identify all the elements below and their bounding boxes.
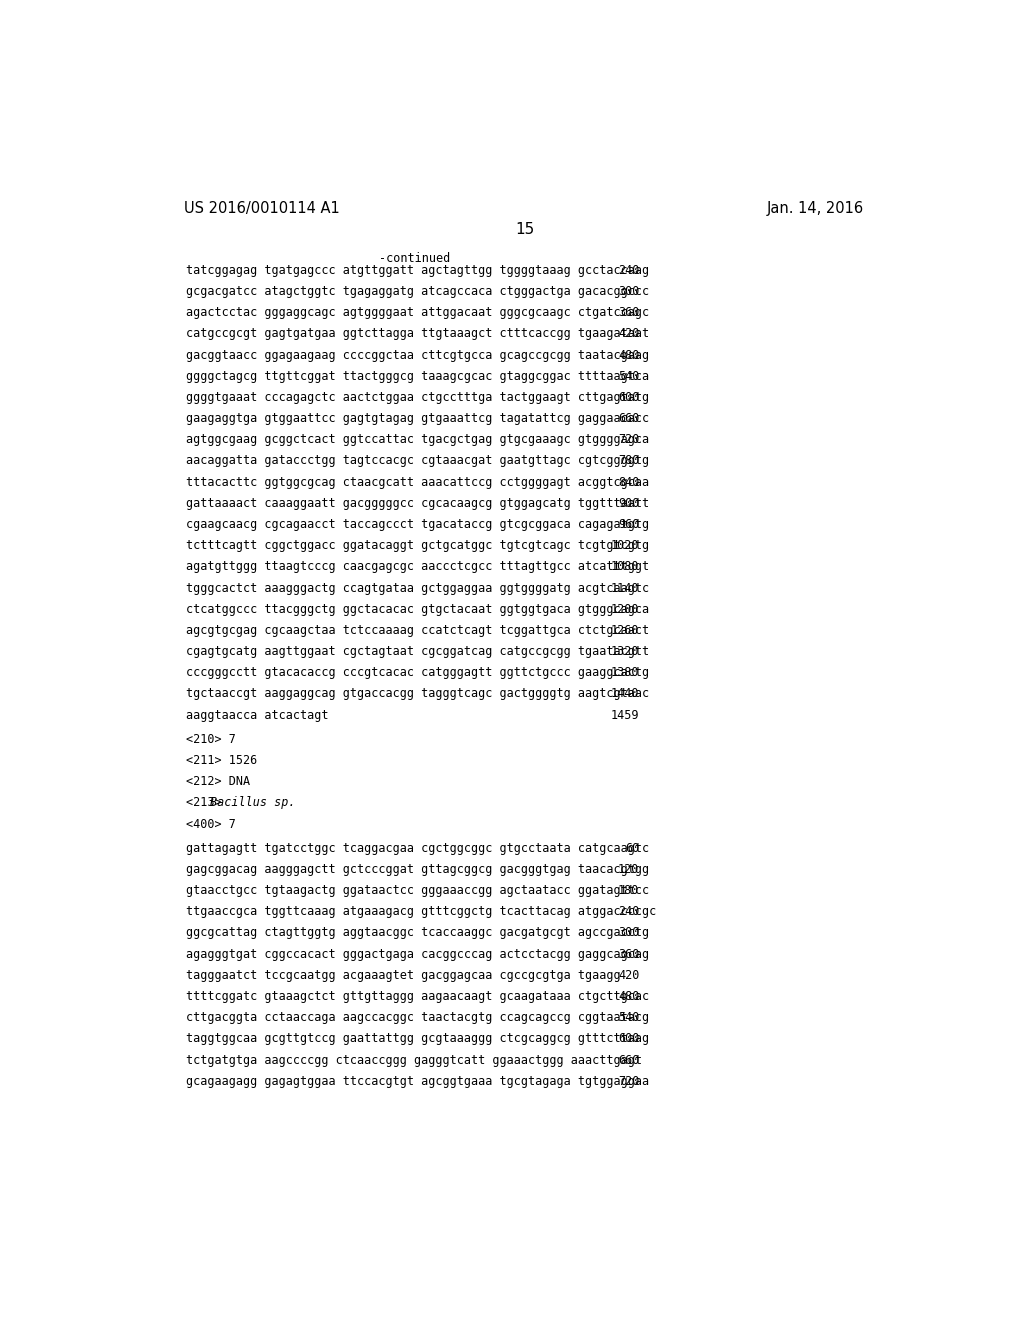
Text: 420: 420 — [618, 969, 640, 982]
Text: 540: 540 — [618, 370, 640, 383]
Text: agactcctac gggaggcagc agtggggaat attggacaat gggcgcaagc ctgatccagc: agactcctac gggaggcagc agtggggaat attggac… — [186, 306, 649, 319]
Text: 720: 720 — [618, 1074, 640, 1088]
Text: gtaacctgcc tgtaagactg ggataactcc gggaaaccgg agctaatacc ggatagttcc: gtaacctgcc tgtaagactg ggataactcc gggaaac… — [186, 884, 649, 898]
Text: <212> DNA: <212> DNA — [186, 775, 250, 788]
Text: 1380: 1380 — [611, 667, 640, 680]
Text: 240: 240 — [618, 906, 640, 919]
Text: gacggtaacc ggagaagaag ccccggctaa cttcgtgcca gcagccgcgg taatacgaag: gacggtaacc ggagaagaag ccccggctaa cttcgtg… — [186, 348, 649, 362]
Text: 960: 960 — [618, 517, 640, 531]
Text: 540: 540 — [618, 1011, 640, 1024]
Text: 840: 840 — [618, 475, 640, 488]
Text: tgggcactct aaagggactg ccagtgataa gctggaggaa ggtggggatg acgtcaagtc: tgggcactct aaagggactg ccagtgataa gctggag… — [186, 582, 649, 594]
Text: agatgttggg ttaagtcccg caacgagcgc aaccctcgcc tttagttgcc atcatttggt: agatgttggg ttaagtcccg caacgagcgc aaccctc… — [186, 561, 649, 573]
Text: 1320: 1320 — [611, 645, 640, 659]
Text: 180: 180 — [618, 884, 640, 898]
Text: 1020: 1020 — [611, 539, 640, 552]
Text: 300: 300 — [618, 927, 640, 940]
Text: aacaggatta gataccctgg tagtccacgc cgtaaacgat gaatgttagc cgtcggggtg: aacaggatta gataccctgg tagtccacgc cgtaaac… — [186, 454, 649, 467]
Text: ttgaaccgca tggttcaaag atgaaagacg gtttcggctg tcacttacag atggaccccgc: ttgaaccgca tggttcaaag atgaaagacg gtttcgg… — [186, 906, 656, 919]
Text: 1080: 1080 — [611, 561, 640, 573]
Text: 15: 15 — [515, 222, 535, 236]
Text: 360: 360 — [618, 948, 640, 961]
Text: 480: 480 — [618, 990, 640, 1003]
Text: 1200: 1200 — [611, 603, 640, 615]
Text: <211> 1526: <211> 1526 — [186, 754, 257, 767]
Text: tagggaatct tccgcaatgg acgaaagtet gacggagcaa cgccgcgtga tgaagg: tagggaatct tccgcaatgg acgaaagtet gacggag… — [186, 969, 621, 982]
Text: gagcggacag aagggagctt gctcccggat gttagcggcg gacgggtgag taacacgtgg: gagcggacag aagggagctt gctcccggat gttagcg… — [186, 863, 649, 876]
Text: agagggtgat cggccacact gggactgaga cacggcccag actcctacgg gaggcagcag: agagggtgat cggccacact gggactgaga cacggcc… — [186, 948, 649, 961]
Text: cccgggcctt gtacacaccg cccgtcacac catgggagtt ggttctgccc gaaggcactg: cccgggcctt gtacacaccg cccgtcacac catggga… — [186, 667, 649, 680]
Text: 1459: 1459 — [611, 709, 640, 722]
Text: 1260: 1260 — [611, 624, 640, 636]
Text: cgaagcaacg cgcagaacct taccagccct tgacataccg gtcgcggaca cagagatgtg: cgaagcaacg cgcagaacct taccagccct tgacata… — [186, 517, 649, 531]
Text: 600: 600 — [618, 391, 640, 404]
Text: gcagaagagg gagagtggaa ttccacgtgt agcggtgaaa tgcgtagaga tgtggaggaa: gcagaagagg gagagtggaa ttccacgtgt agcggtg… — [186, 1074, 649, 1088]
Text: 480: 480 — [618, 348, 640, 362]
Text: <400> 7: <400> 7 — [186, 817, 236, 830]
Text: Jan. 14, 2016: Jan. 14, 2016 — [767, 201, 864, 216]
Text: gattagagtt tgatcctggc tcaggacgaa cgctggcggc gtgcctaata catgcaagtc: gattagagtt tgatcctggc tcaggacgaa cgctggc… — [186, 842, 649, 855]
Text: 1440: 1440 — [611, 688, 640, 701]
Text: tatcggagag tgatgagccc atgttggatt agctagttgg tggggtaaag gcctaccaag: tatcggagag tgatgagccc atgttggatt agctagt… — [186, 264, 649, 277]
Text: Bacillus sp.: Bacillus sp. — [210, 796, 295, 809]
Text: 720: 720 — [618, 433, 640, 446]
Text: 780: 780 — [618, 454, 640, 467]
Text: 120: 120 — [618, 863, 640, 876]
Text: gcgacgatcc atagctggtc tgagaggatg atcagccaca ctgggactga gacacggccc: gcgacgatcc atagctggtc tgagaggatg atcagcc… — [186, 285, 649, 298]
Text: aaggtaacca atcactagt: aaggtaacca atcactagt — [186, 709, 329, 722]
Text: 1140: 1140 — [611, 582, 640, 594]
Text: 300: 300 — [618, 285, 640, 298]
Text: cttgacggta cctaaccaga aagccacggc taactacgtg ccagcagccg cggtaatacg: cttgacggta cctaaccaga aagccacggc taactac… — [186, 1011, 649, 1024]
Text: agcgtgcgag cgcaagctaa tctccaaaag ccatctcagt tcggattgca ctctgcaact: agcgtgcgag cgcaagctaa tctccaaaag ccatctc… — [186, 624, 649, 636]
Text: agtggcgaag gcggctcact ggtccattac tgacgctgag gtgcgaaagc gtggggagca: agtggcgaag gcggctcact ggtccattac tgacgct… — [186, 433, 649, 446]
Text: <213>: <213> — [186, 796, 229, 809]
Text: ctcatggccc ttacgggctg ggctacacac gtgctacaat ggtggtgaca gtgggcagca: ctcatggccc ttacgggctg ggctacacac gtgctac… — [186, 603, 649, 615]
Text: ggggctagcg ttgttcggat ttactgggcg taaagcgcac gtaggcggac ttttaagtca: ggggctagcg ttgttcggat ttactgggcg taaagcg… — [186, 370, 649, 383]
Text: tctttcagtt cggctggacc ggatacaggt gctgcatggc tgtcgtcagc tcgtgtcgtg: tctttcagtt cggctggacc ggatacaggt gctgcat… — [186, 539, 649, 552]
Text: gaagaggtga gtggaattcc gagtgtagag gtgaaattcg tagatattcg gaggaacacc: gaagaggtga gtggaattcc gagtgtagag gtgaaat… — [186, 412, 649, 425]
Text: 60: 60 — [626, 842, 640, 855]
Text: 660: 660 — [618, 412, 640, 425]
Text: taggtggcaa gcgttgtccg gaattattgg gcgtaaaggg ctcgcaggcg gtttcttaag: taggtggcaa gcgttgtccg gaattattgg gcgtaaa… — [186, 1032, 649, 1045]
Text: ggcgcattag ctagttggtg aggtaacggc tcaccaaggc gacgatgcgt agccgacctg: ggcgcattag ctagttggtg aggtaacggc tcaccaa… — [186, 927, 649, 940]
Text: catgccgcgt gagtgatgaa ggtcttagga ttgtaaagct ctttcaccgg tgaagataat: catgccgcgt gagtgatgaa ggtcttagga ttgtaaa… — [186, 327, 649, 341]
Text: gattaaaact caaaggaatt gacgggggcc cgcacaagcg gtggagcatg tggtttaatt: gattaaaact caaaggaatt gacgggggcc cgcacaa… — [186, 496, 649, 510]
Text: 240: 240 — [618, 264, 640, 277]
Text: 900: 900 — [618, 496, 640, 510]
Text: cgagtgcatg aagttggaat cgctagtaat cgcggatcag catgccgcgg tgaatacgtt: cgagtgcatg aagttggaat cgctagtaat cgcggat… — [186, 645, 649, 659]
Text: tttacacttc ggtggcgcag ctaacgcatt aaacattccg cctggggagt acggtcgcaa: tttacacttc ggtggcgcag ctaacgcatt aaacatt… — [186, 475, 649, 488]
Text: 360: 360 — [618, 306, 640, 319]
Text: ttttcggatc gtaaagctct gttgttaggg aagaacaagt gcaagataaa ctgcttgcac: ttttcggatc gtaaagctct gttgttaggg aagaaca… — [186, 990, 649, 1003]
Text: ggggtgaaat cccagagctc aactctggaa ctgcctttga tactggaagt cttgagtatg: ggggtgaaat cccagagctc aactctggaa ctgcctt… — [186, 391, 649, 404]
Text: 660: 660 — [618, 1053, 640, 1067]
Text: tctgatgtga aagccccgg ctcaaccggg gagggtcatt ggaaactggg aaacttgagt: tctgatgtga aagccccgg ctcaaccggg gagggtca… — [186, 1053, 642, 1067]
Text: US 2016/0010114 A1: US 2016/0010114 A1 — [183, 201, 340, 216]
Text: tgctaaccgt aaggaggcag gtgaccacgg tagggtcagc gactggggtg aagtcgtaac: tgctaaccgt aaggaggcag gtgaccacgg tagggtc… — [186, 688, 649, 701]
Text: <210> 7: <210> 7 — [186, 733, 236, 746]
Text: -continued: -continued — [379, 252, 451, 265]
Text: 420: 420 — [618, 327, 640, 341]
Text: 600: 600 — [618, 1032, 640, 1045]
